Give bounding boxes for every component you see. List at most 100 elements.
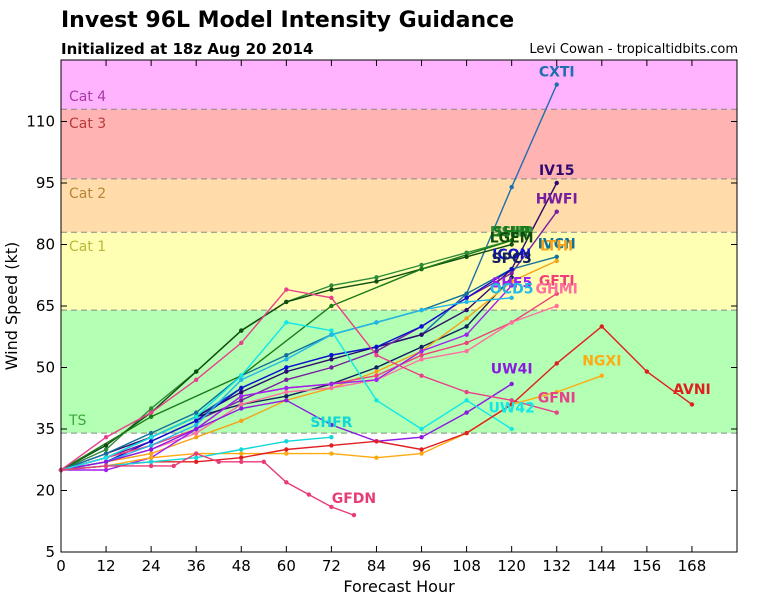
data-point-ivcn xyxy=(103,451,109,456)
band-label: Cat 1 xyxy=(69,239,106,255)
data-point-shfr xyxy=(329,435,334,440)
data-point-ocd5 xyxy=(284,357,289,362)
data-point-shf5 xyxy=(284,385,289,391)
x-tick-label: 144 xyxy=(587,557,616,575)
series-label-hwfi: HWFI xyxy=(536,192,578,208)
chart-title: Invest 96L Model Intensity Guidance xyxy=(61,8,515,33)
x-tick-label: 120 xyxy=(497,557,526,575)
data-point-ocd5 xyxy=(194,422,199,428)
series-line-ivcn xyxy=(60,256,557,471)
data-point-ocd5 xyxy=(239,377,244,382)
series-label-lthi: LTHI xyxy=(540,239,573,255)
data-point-icon xyxy=(194,418,199,423)
band-cat-3 xyxy=(61,109,737,179)
y-tick-label: 95 xyxy=(36,174,55,192)
data-point-iv15 xyxy=(239,389,244,395)
data-point-lgem xyxy=(509,242,514,247)
series-label-lgem: LGEM xyxy=(490,230,534,246)
data-point-uw4i xyxy=(464,410,469,415)
data-point-shf5 xyxy=(329,381,334,387)
x-tick-label: 72 xyxy=(322,557,341,575)
data-point-dshp xyxy=(464,250,469,255)
data-point-lgem xyxy=(374,279,379,284)
data-point-uw42 xyxy=(284,320,289,325)
y-tick-label: 50 xyxy=(36,359,55,377)
data-point-gfni xyxy=(194,377,199,382)
series-label-uw42: UW42 xyxy=(489,401,535,417)
data-point-iv15 xyxy=(284,369,289,374)
data-point-uw4i xyxy=(148,447,154,452)
data-point-avni xyxy=(239,455,244,460)
data-point-icon xyxy=(148,439,154,444)
data-point-gfdn xyxy=(171,463,176,469)
data-point-shfr xyxy=(239,447,244,452)
x-tick-label: 60 xyxy=(277,557,296,575)
data-point-avni xyxy=(644,369,650,374)
data-point-icon xyxy=(329,353,334,358)
series-label-gfti: GFTI xyxy=(539,274,575,290)
data-point-uw42 xyxy=(464,398,469,403)
series-label-shf5: SHF5 xyxy=(491,276,532,292)
data-point-gfdn xyxy=(194,451,199,456)
data-point-ngxi xyxy=(329,451,334,456)
band-label: TS xyxy=(68,413,87,429)
data-point-shf5 xyxy=(103,467,109,473)
data-point-gfni xyxy=(239,340,244,346)
series-label-shfr: SHFR xyxy=(310,415,352,431)
data-point-spc3 xyxy=(464,324,469,329)
series-line-gfdn xyxy=(60,452,355,516)
x-axis-label: Forecast Hour xyxy=(343,577,455,596)
data-point-gfdn xyxy=(261,459,266,464)
data-point-lgem xyxy=(194,369,199,374)
data-point-icon xyxy=(464,295,469,300)
data-point-icon xyxy=(284,365,289,370)
data-point-uw42 xyxy=(419,426,424,432)
series-line-ship xyxy=(60,239,512,471)
data-point-avni xyxy=(554,361,559,366)
data-point-spc3 xyxy=(374,365,379,370)
y-axis-label: Wind Speed (kt) xyxy=(2,242,21,371)
data-point-spc3 xyxy=(419,344,424,350)
data-point-ocd5 xyxy=(329,332,334,337)
chart-subtitle: Initialized at 18z Aug 20 2014 xyxy=(61,40,314,58)
x-tick-label: 168 xyxy=(678,557,707,575)
series-line-lthi xyxy=(60,260,557,471)
data-point-lthi xyxy=(554,258,559,264)
axes: 0 12 24 36 48 60 72 84 96 108 120 132 144 156 168 5 20 35… xyxy=(26,59,738,575)
data-point-avni xyxy=(419,447,424,452)
y-tick-label: 80 xyxy=(36,236,55,254)
series-label-uw4i: UW4I xyxy=(491,362,533,378)
x-tick-label: 156 xyxy=(633,557,662,575)
data-point-gfni xyxy=(464,389,469,395)
data-point-gfdn xyxy=(284,480,289,485)
x-tick-label: 48 xyxy=(232,557,251,575)
data-point-hwfi xyxy=(329,365,334,370)
series-label-avni: AVNI xyxy=(673,382,711,398)
data-point-gfti xyxy=(464,340,469,346)
data-point-icon xyxy=(374,344,379,350)
data-point-hwfi xyxy=(374,348,379,354)
data-point-lgem xyxy=(284,299,289,305)
data-point-ivcn xyxy=(148,430,154,436)
data-point-lthi xyxy=(148,451,154,456)
data-point-ghmi xyxy=(194,430,199,436)
x-tick-label: 96 xyxy=(412,557,431,575)
data-point-lthi xyxy=(509,279,514,284)
data-point-avni xyxy=(509,402,514,407)
y-tick-label: 65 xyxy=(36,297,55,315)
data-point-avni xyxy=(599,324,604,329)
y-tick-label: 5 xyxy=(45,543,55,561)
data-point-ngxi xyxy=(239,451,244,456)
data-point-ship xyxy=(148,414,154,419)
data-point-gfdn xyxy=(351,512,357,518)
data-point-ghmi xyxy=(329,385,334,391)
data-point-avni xyxy=(689,402,695,407)
data-point-hwfi xyxy=(554,209,559,214)
data-point-ngxi xyxy=(284,451,289,456)
x-tick-label: 36 xyxy=(187,557,206,575)
data-point-iv15 xyxy=(464,307,469,313)
data-point-ghmi xyxy=(554,303,559,309)
band-cat-2 xyxy=(61,178,737,233)
